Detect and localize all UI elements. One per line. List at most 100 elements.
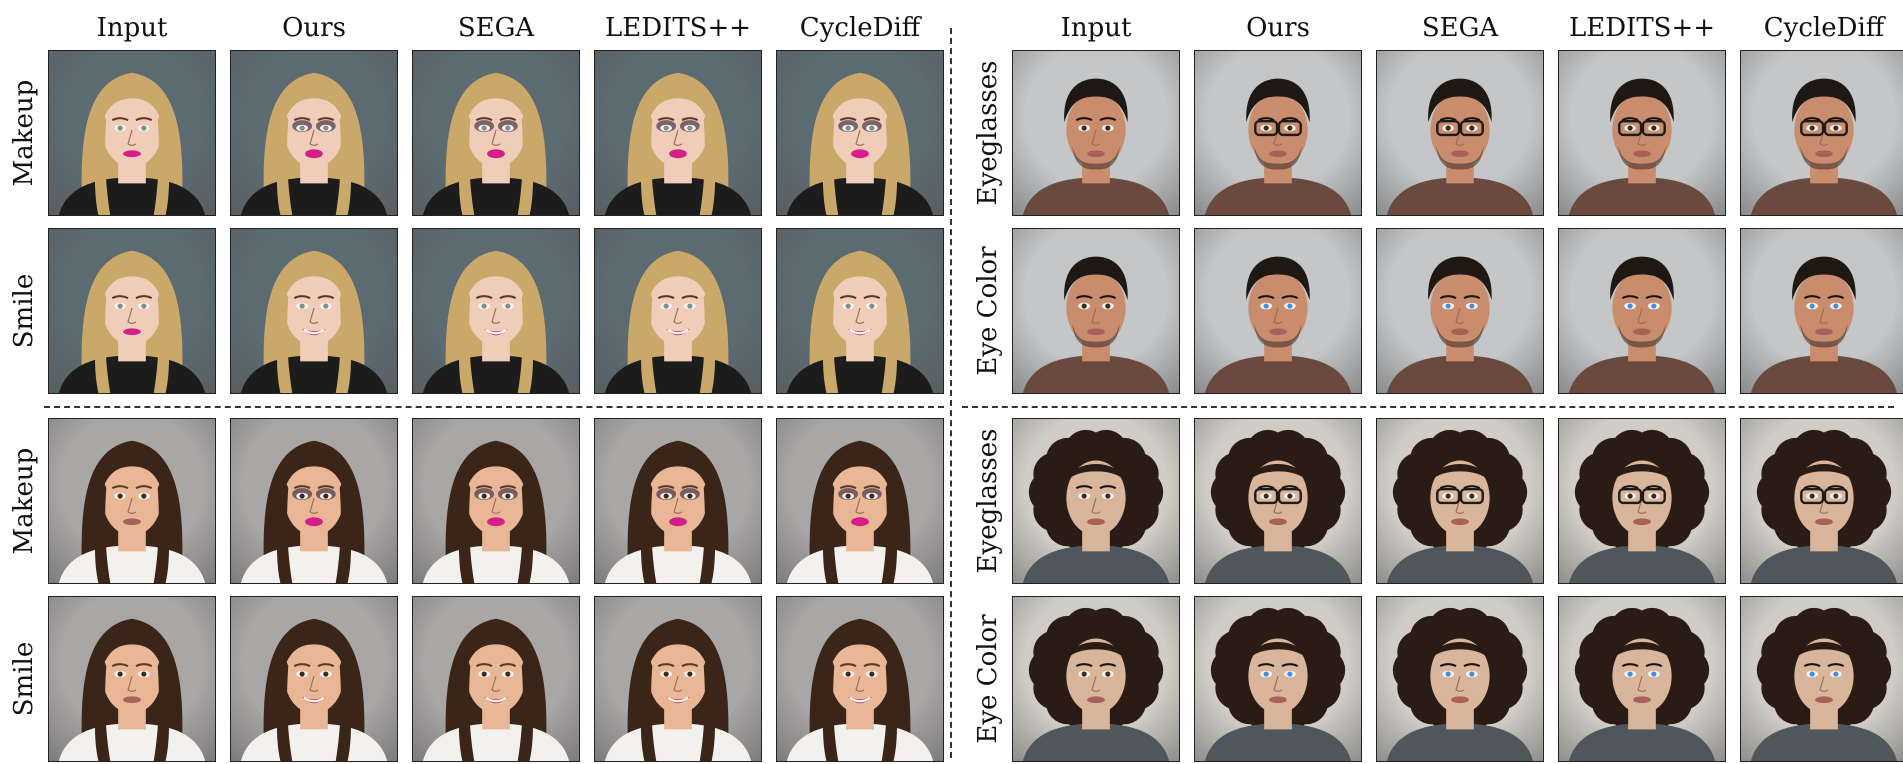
left-tile-r2-ours	[230, 228, 398, 394]
right-tile-r3-sega	[1376, 418, 1544, 584]
short-haired-man-portrait-eyeglasses	[1750, 78, 1898, 215]
curly-haired-man-portrait-none	[1022, 429, 1170, 583]
right-tile-r1-input	[1012, 50, 1180, 216]
left-horizontal-dashed-divider	[44, 406, 944, 408]
right-tile-r3-cyclediff	[1740, 418, 1903, 584]
right-tile-r2-input	[1012, 228, 1180, 394]
right-row-label-eye-color: Eye Color	[973, 246, 1003, 376]
right-tile-r3-ours	[1194, 418, 1362, 584]
left-tile-r4-ledits-	[594, 596, 762, 762]
curly-haired-man-portrait-eyeglasses	[1386, 429, 1534, 583]
short-haired-man-portrait-none	[1022, 78, 1170, 215]
left-tile-r1-ours	[230, 50, 398, 216]
left-tile-r3-input	[48, 418, 216, 584]
brunette-woman-portrait-smile	[786, 618, 934, 761]
brunette-woman-portrait-makeup	[786, 440, 934, 583]
right-header-sega: SEGA	[1421, 13, 1499, 43]
curly-haired-man-portrait-eyeglasses	[1204, 429, 1352, 583]
brunette-woman-portrait-smile	[422, 618, 570, 761]
left-tile-r4-sega	[412, 596, 580, 762]
right-tile-r4-ours	[1194, 596, 1362, 762]
brunette-woman-portrait-none	[58, 440, 206, 583]
left-header-ledits-: LEDITS++	[604, 13, 752, 43]
curly-haired-man-portrait-eye-color	[1386, 607, 1534, 761]
right-header-ours: Ours	[1246, 13, 1310, 43]
right-tile-r4-ledits-	[1558, 596, 1726, 762]
left-header-input: Input	[96, 13, 168, 43]
blonde-woman-portrait-makeup	[786, 72, 934, 215]
curly-haired-man-portrait-eye-color	[1568, 607, 1716, 761]
blonde-woman-portrait-smile	[422, 250, 570, 393]
left-tile-r1-ledits-	[594, 50, 762, 216]
left-header-ours: Ours	[282, 13, 346, 43]
left-tile-r2-sega	[412, 228, 580, 394]
left-tile-r3-ledits-	[594, 418, 762, 584]
blonde-woman-portrait-none	[58, 250, 206, 393]
left-row-label-smile: Smile	[9, 641, 39, 717]
left-tile-r4-ours	[230, 596, 398, 762]
right-tile-r1-ledits-	[1558, 50, 1726, 216]
blonde-woman-portrait-none	[58, 72, 206, 215]
brunette-woman-portrait-smile	[240, 618, 388, 761]
right-header-ledits-: LEDITS++	[1568, 13, 1716, 43]
right-tile-r2-ledits-	[1558, 228, 1726, 394]
right-row-label-eyeglasses: Eyeglasses	[973, 60, 1003, 206]
vertical-dashed-divider	[950, 28, 952, 758]
right-tile-r2-sega	[1376, 228, 1544, 394]
left-tile-r1-input	[48, 50, 216, 216]
curly-haired-man-portrait-eye-color	[1750, 607, 1898, 761]
left-tile-r3-ours	[230, 418, 398, 584]
short-haired-man-portrait-eyeglasses	[1386, 78, 1534, 215]
right-tile-r1-sega	[1376, 50, 1544, 216]
right-tile-r2-cyclediff	[1740, 228, 1903, 394]
right-tile-r3-ledits-	[1558, 418, 1726, 584]
short-haired-man-portrait-eye-color	[1204, 256, 1352, 393]
short-haired-man-portrait-eyeglasses	[1568, 78, 1716, 215]
brunette-woman-portrait-makeup	[422, 440, 570, 583]
right-tile-r1-cyclediff	[1740, 50, 1903, 216]
left-tile-r4-input	[48, 596, 216, 762]
curly-haired-man-portrait-eye-color	[1204, 607, 1352, 761]
right-tile-r4-input	[1012, 596, 1180, 762]
right-tile-r2-ours	[1194, 228, 1362, 394]
left-tile-r2-ledits-	[594, 228, 762, 394]
curly-haired-man-portrait-eyeglasses	[1568, 429, 1716, 583]
right-tile-r4-cyclediff	[1740, 596, 1903, 762]
left-tile-r2-input	[48, 228, 216, 394]
right-row-label-eyeglasses: Eyeglasses	[973, 428, 1003, 574]
left-tile-r2-cyclediff	[776, 228, 944, 394]
curly-haired-man-portrait-none	[1022, 607, 1170, 761]
blonde-woman-portrait-makeup	[240, 72, 388, 215]
curly-haired-man-portrait-eyeglasses	[1750, 429, 1898, 583]
short-haired-man-portrait-eye-color	[1386, 256, 1534, 393]
blonde-woman-portrait-smile	[604, 250, 752, 393]
left-tile-r3-cyclediff	[776, 418, 944, 584]
right-header-cyclediff: CycleDiff	[1763, 13, 1885, 43]
short-haired-man-portrait-none	[1022, 256, 1170, 393]
brunette-woman-portrait-none	[58, 618, 206, 761]
right-tile-r4-sega	[1376, 596, 1544, 762]
blonde-woman-portrait-makeup	[604, 72, 752, 215]
right-tile-r3-input	[1012, 418, 1180, 584]
left-row-label-makeup: Makeup	[9, 447, 39, 555]
left-row-label-makeup: Makeup	[9, 79, 39, 187]
right-row-label-eye-color: Eye Color	[973, 614, 1003, 744]
left-header-cyclediff: CycleDiff	[799, 13, 921, 43]
short-haired-man-portrait-eye-color	[1750, 256, 1898, 393]
right-horizontal-dashed-divider	[962, 406, 1894, 408]
blonde-woman-portrait-smile	[786, 250, 934, 393]
short-haired-man-portrait-eyeglasses	[1204, 78, 1352, 215]
right-tile-r1-ours	[1194, 50, 1362, 216]
left-header-sega: SEGA	[457, 13, 535, 43]
left-tile-r1-sega	[412, 50, 580, 216]
left-tile-r4-cyclediff	[776, 596, 944, 762]
short-haired-man-portrait-eye-color	[1568, 256, 1716, 393]
blonde-woman-portrait-makeup	[422, 72, 570, 215]
right-header-input: Input	[1060, 13, 1132, 43]
left-row-label-smile: Smile	[9, 273, 39, 349]
brunette-woman-portrait-makeup	[604, 440, 752, 583]
blonde-woman-portrait-smile	[240, 250, 388, 393]
brunette-woman-portrait-smile	[604, 618, 752, 761]
left-tile-r3-sega	[412, 418, 580, 584]
left-tile-r1-cyclediff	[776, 50, 944, 216]
